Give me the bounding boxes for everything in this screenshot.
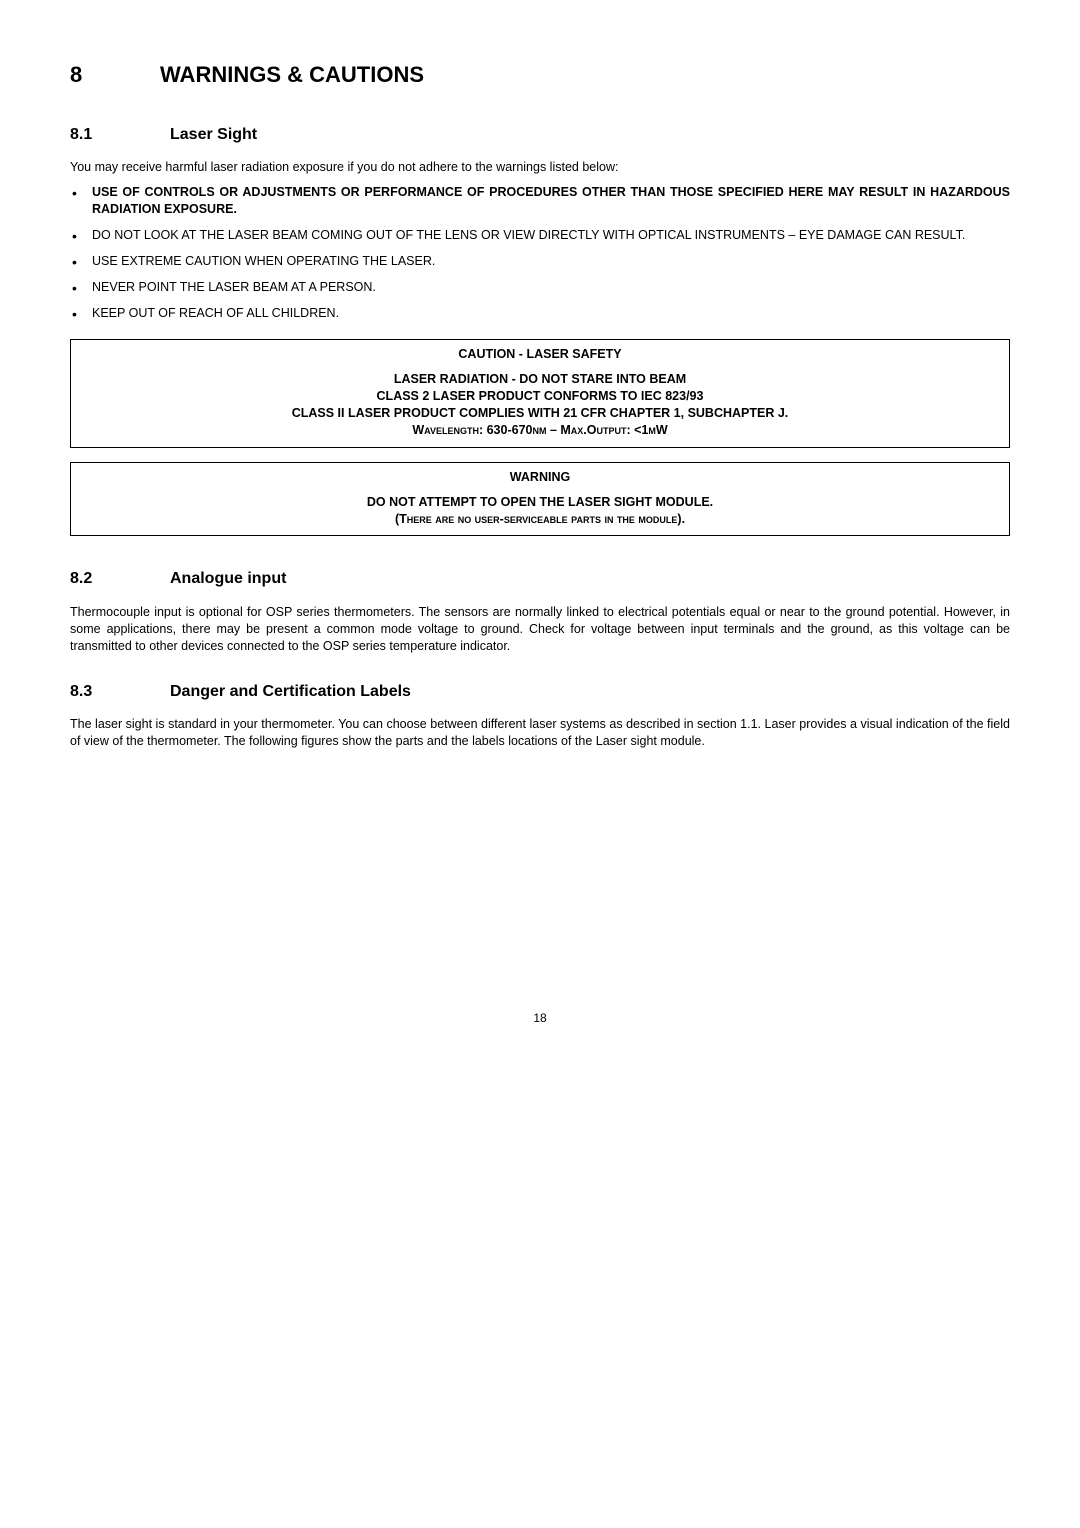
bullet-text: KEEP OUT OF REACH OF ALL CHILDREN.	[92, 306, 339, 320]
h2-number: 8.2	[70, 568, 170, 590]
bullet-text: NEVER POINT THE LASER BEAM AT A PERSON.	[92, 280, 376, 294]
h2-text: Analogue input	[170, 570, 286, 587]
sec81-intro: You may receive harmful laser radiation …	[70, 159, 1010, 176]
caution-box: CAUTION - LASER SAFETY LASER RADIATION -…	[70, 339, 1010, 447]
h1-text: WARNINGS & CAUTIONS	[160, 62, 424, 87]
page-title: 8WARNINGS & CAUTIONS	[70, 60, 1010, 90]
list-item: NEVER POINT THE LASER BEAM AT A PERSON.	[70, 279, 1010, 296]
list-item: USE OF CONTROLS OR ADJUSTMENTS OR PERFOR…	[70, 184, 1010, 218]
h1-number: 8	[70, 60, 160, 90]
page-number: 18	[70, 1010, 1010, 1026]
warning-box-title: WARNING	[81, 469, 999, 486]
sec82-paragraph: Thermocouple input is optional for OSP s…	[70, 604, 1010, 655]
caution-box-body: LASER RADIATION - DO NOT STARE INTO BEAM…	[81, 371, 999, 439]
section-8-2-heading: 8.2Analogue input	[70, 568, 1010, 590]
warning-line: (There are no user-serviceable parts in …	[395, 512, 685, 526]
bullet-text: USE OF CONTROLS OR ADJUSTMENTS OR PERFOR…	[92, 185, 1010, 216]
section-8-1-heading: 8.1Laser Sight	[70, 124, 1010, 146]
bullet-text: USE EXTREME CAUTION WHEN OPERATING THE L…	[92, 254, 435, 268]
bullet-text: DO NOT LOOK AT THE LASER BEAM COMING OUT…	[92, 228, 965, 242]
caution-line: Wavelength: 630-670nm – Max.Output: <1mW	[412, 423, 667, 437]
list-item: KEEP OUT OF REACH OF ALL CHILDREN.	[70, 305, 1010, 322]
sec81-bullets: USE OF CONTROLS OR ADJUSTMENTS OR PERFOR…	[70, 184, 1010, 321]
warning-box: WARNING DO NOT ATTEMPT TO OPEN THE LASER…	[70, 462, 1010, 537]
list-item: DO NOT LOOK AT THE LASER BEAM COMING OUT…	[70, 227, 1010, 244]
h2-number: 8.1	[70, 124, 170, 146]
list-item: USE EXTREME CAUTION WHEN OPERATING THE L…	[70, 253, 1010, 270]
warning-line: DO NOT ATTEMPT TO OPEN THE LASER SIGHT M…	[367, 495, 713, 509]
h2-text: Danger and Certification Labels	[170, 683, 411, 700]
h2-text: Laser Sight	[170, 126, 257, 143]
caution-line: CLASS II LASER PRODUCT COMPLIES WITH 21 …	[292, 406, 789, 420]
warning-box-body: DO NOT ATTEMPT TO OPEN THE LASER SIGHT M…	[81, 494, 999, 528]
sec83-paragraph: The laser sight is standard in your ther…	[70, 716, 1010, 750]
caution-line: LASER RADIATION - DO NOT STARE INTO BEAM	[394, 372, 686, 386]
caution-box-title: CAUTION - LASER SAFETY	[81, 346, 999, 363]
section-8-3-heading: 8.3Danger and Certification Labels	[70, 681, 1010, 703]
h2-number: 8.3	[70, 681, 170, 703]
caution-line: CLASS 2 LASER PRODUCT CONFORMS TO IEC 82…	[377, 389, 704, 403]
